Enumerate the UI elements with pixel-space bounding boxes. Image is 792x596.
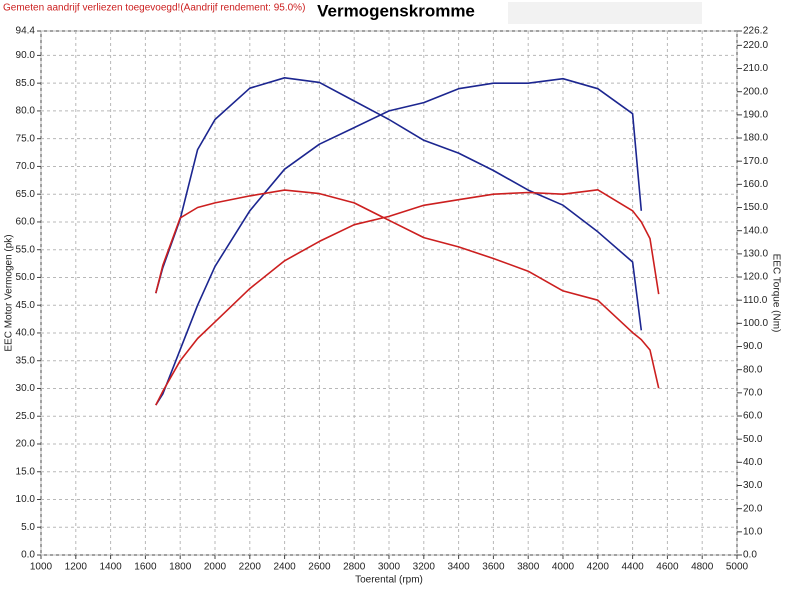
y-tick-label: 55.0 <box>16 244 36 255</box>
y-tick-label: 35.0 <box>16 355 36 366</box>
y-tick-label: 70.0 <box>16 161 36 172</box>
x-axis-label: Toerental (rpm) <box>355 575 423 586</box>
x-tick-label: 4600 <box>656 562 679 573</box>
x-tick-label: 4200 <box>587 562 610 573</box>
x-tick-label: 1800 <box>169 562 192 573</box>
x-tick-label: 4800 <box>691 562 714 573</box>
y-tick-label: 94.4 <box>16 26 36 37</box>
y-axis-label: EEC Motor Vermogen (pk) <box>4 234 15 351</box>
y-tick-label: 45.0 <box>16 300 36 311</box>
x-tick-label: 2000 <box>204 562 227 573</box>
y-tick-label: 85.0 <box>16 78 36 89</box>
y-tick-label: 25.0 <box>16 411 36 422</box>
y-tick-label: 15.0 <box>16 466 36 477</box>
y-tick-label: 0.0 <box>21 550 35 561</box>
x-tick-label: 2200 <box>239 562 262 573</box>
x-tick-label: 1600 <box>134 562 157 573</box>
y2-tick-label: 20.0 <box>743 503 763 514</box>
y2-tick-label: 220.0 <box>743 40 768 51</box>
x-tick-label: 5000 <box>726 562 749 573</box>
y2-tick-label: 80.0 <box>743 364 763 375</box>
y2-tick-label: 100.0 <box>743 318 768 329</box>
y2-tick-label: 226.2 <box>743 26 768 37</box>
y2-tick-label: 70.0 <box>743 387 763 398</box>
y2-tick-label: 110.0 <box>743 295 768 306</box>
series-line <box>155 189 660 406</box>
x-tick-label: 1200 <box>65 562 88 573</box>
x-tick-label: 2600 <box>308 562 331 573</box>
y2-tick-label: 200.0 <box>743 86 768 97</box>
x-tick-label: 2400 <box>273 562 296 573</box>
y2-tick-label: 10.0 <box>743 526 763 537</box>
y2-tick-label: 190.0 <box>743 109 768 120</box>
y2-tick-label: 130.0 <box>743 248 768 259</box>
y-tick-label: 30.0 <box>16 383 36 394</box>
y2-tick-label: 90.0 <box>743 341 763 352</box>
y2-axis-label: EEC Torque (Nm) <box>770 254 781 333</box>
y2-tick-label: 50.0 <box>743 434 763 445</box>
x-tick-label: 3600 <box>482 562 505 573</box>
x-tick-label: 1000 <box>30 562 53 573</box>
title-box <box>508 2 702 24</box>
x-tick-label: 4400 <box>621 562 644 573</box>
series-line <box>155 77 643 331</box>
x-tick-label: 1400 <box>99 562 122 573</box>
y2-tick-label: 140.0 <box>743 225 768 236</box>
y2-tick-label: 30.0 <box>743 480 763 491</box>
y2-tick-label: 170.0 <box>743 156 768 167</box>
x-tick-label: 3400 <box>447 562 470 573</box>
series-line <box>155 189 660 389</box>
y-tick-label: 80.0 <box>16 106 36 117</box>
x-tick-label: 3800 <box>517 562 540 573</box>
x-tick-label: 2800 <box>343 562 366 573</box>
chart-title: Vermogenskromme <box>317 1 475 20</box>
y-tick-label: 5.0 <box>21 522 35 533</box>
y-tick-label: 65.0 <box>16 189 36 200</box>
y2-tick-label: 40.0 <box>743 457 763 468</box>
series-line <box>155 77 643 406</box>
y2-tick-label: 180.0 <box>743 133 768 144</box>
y-tick-label: 10.0 <box>16 494 36 505</box>
y2-tick-label: 120.0 <box>743 272 768 283</box>
y2-tick-label: 0.0 <box>743 550 757 561</box>
y2-tick-label: 60.0 <box>743 411 763 422</box>
y2-tick-label: 150.0 <box>743 202 768 213</box>
y-tick-label: 50.0 <box>16 272 36 283</box>
y-tick-label: 75.0 <box>16 133 36 144</box>
y-tick-label: 20.0 <box>16 439 36 450</box>
y2-tick-label: 160.0 <box>743 179 768 190</box>
y-tick-label: 40.0 <box>16 328 36 339</box>
x-tick-label: 4000 <box>552 562 575 573</box>
x-tick-label: 3000 <box>378 562 401 573</box>
x-tick-label: 3200 <box>413 562 436 573</box>
subtitle: Gemeten aandrijf verliezen toegevoegd!(A… <box>3 3 305 14</box>
y-tick-label: 90.0 <box>16 50 36 61</box>
y-tick-label: 60.0 <box>16 217 36 228</box>
y2-tick-label: 210.0 <box>743 63 768 74</box>
